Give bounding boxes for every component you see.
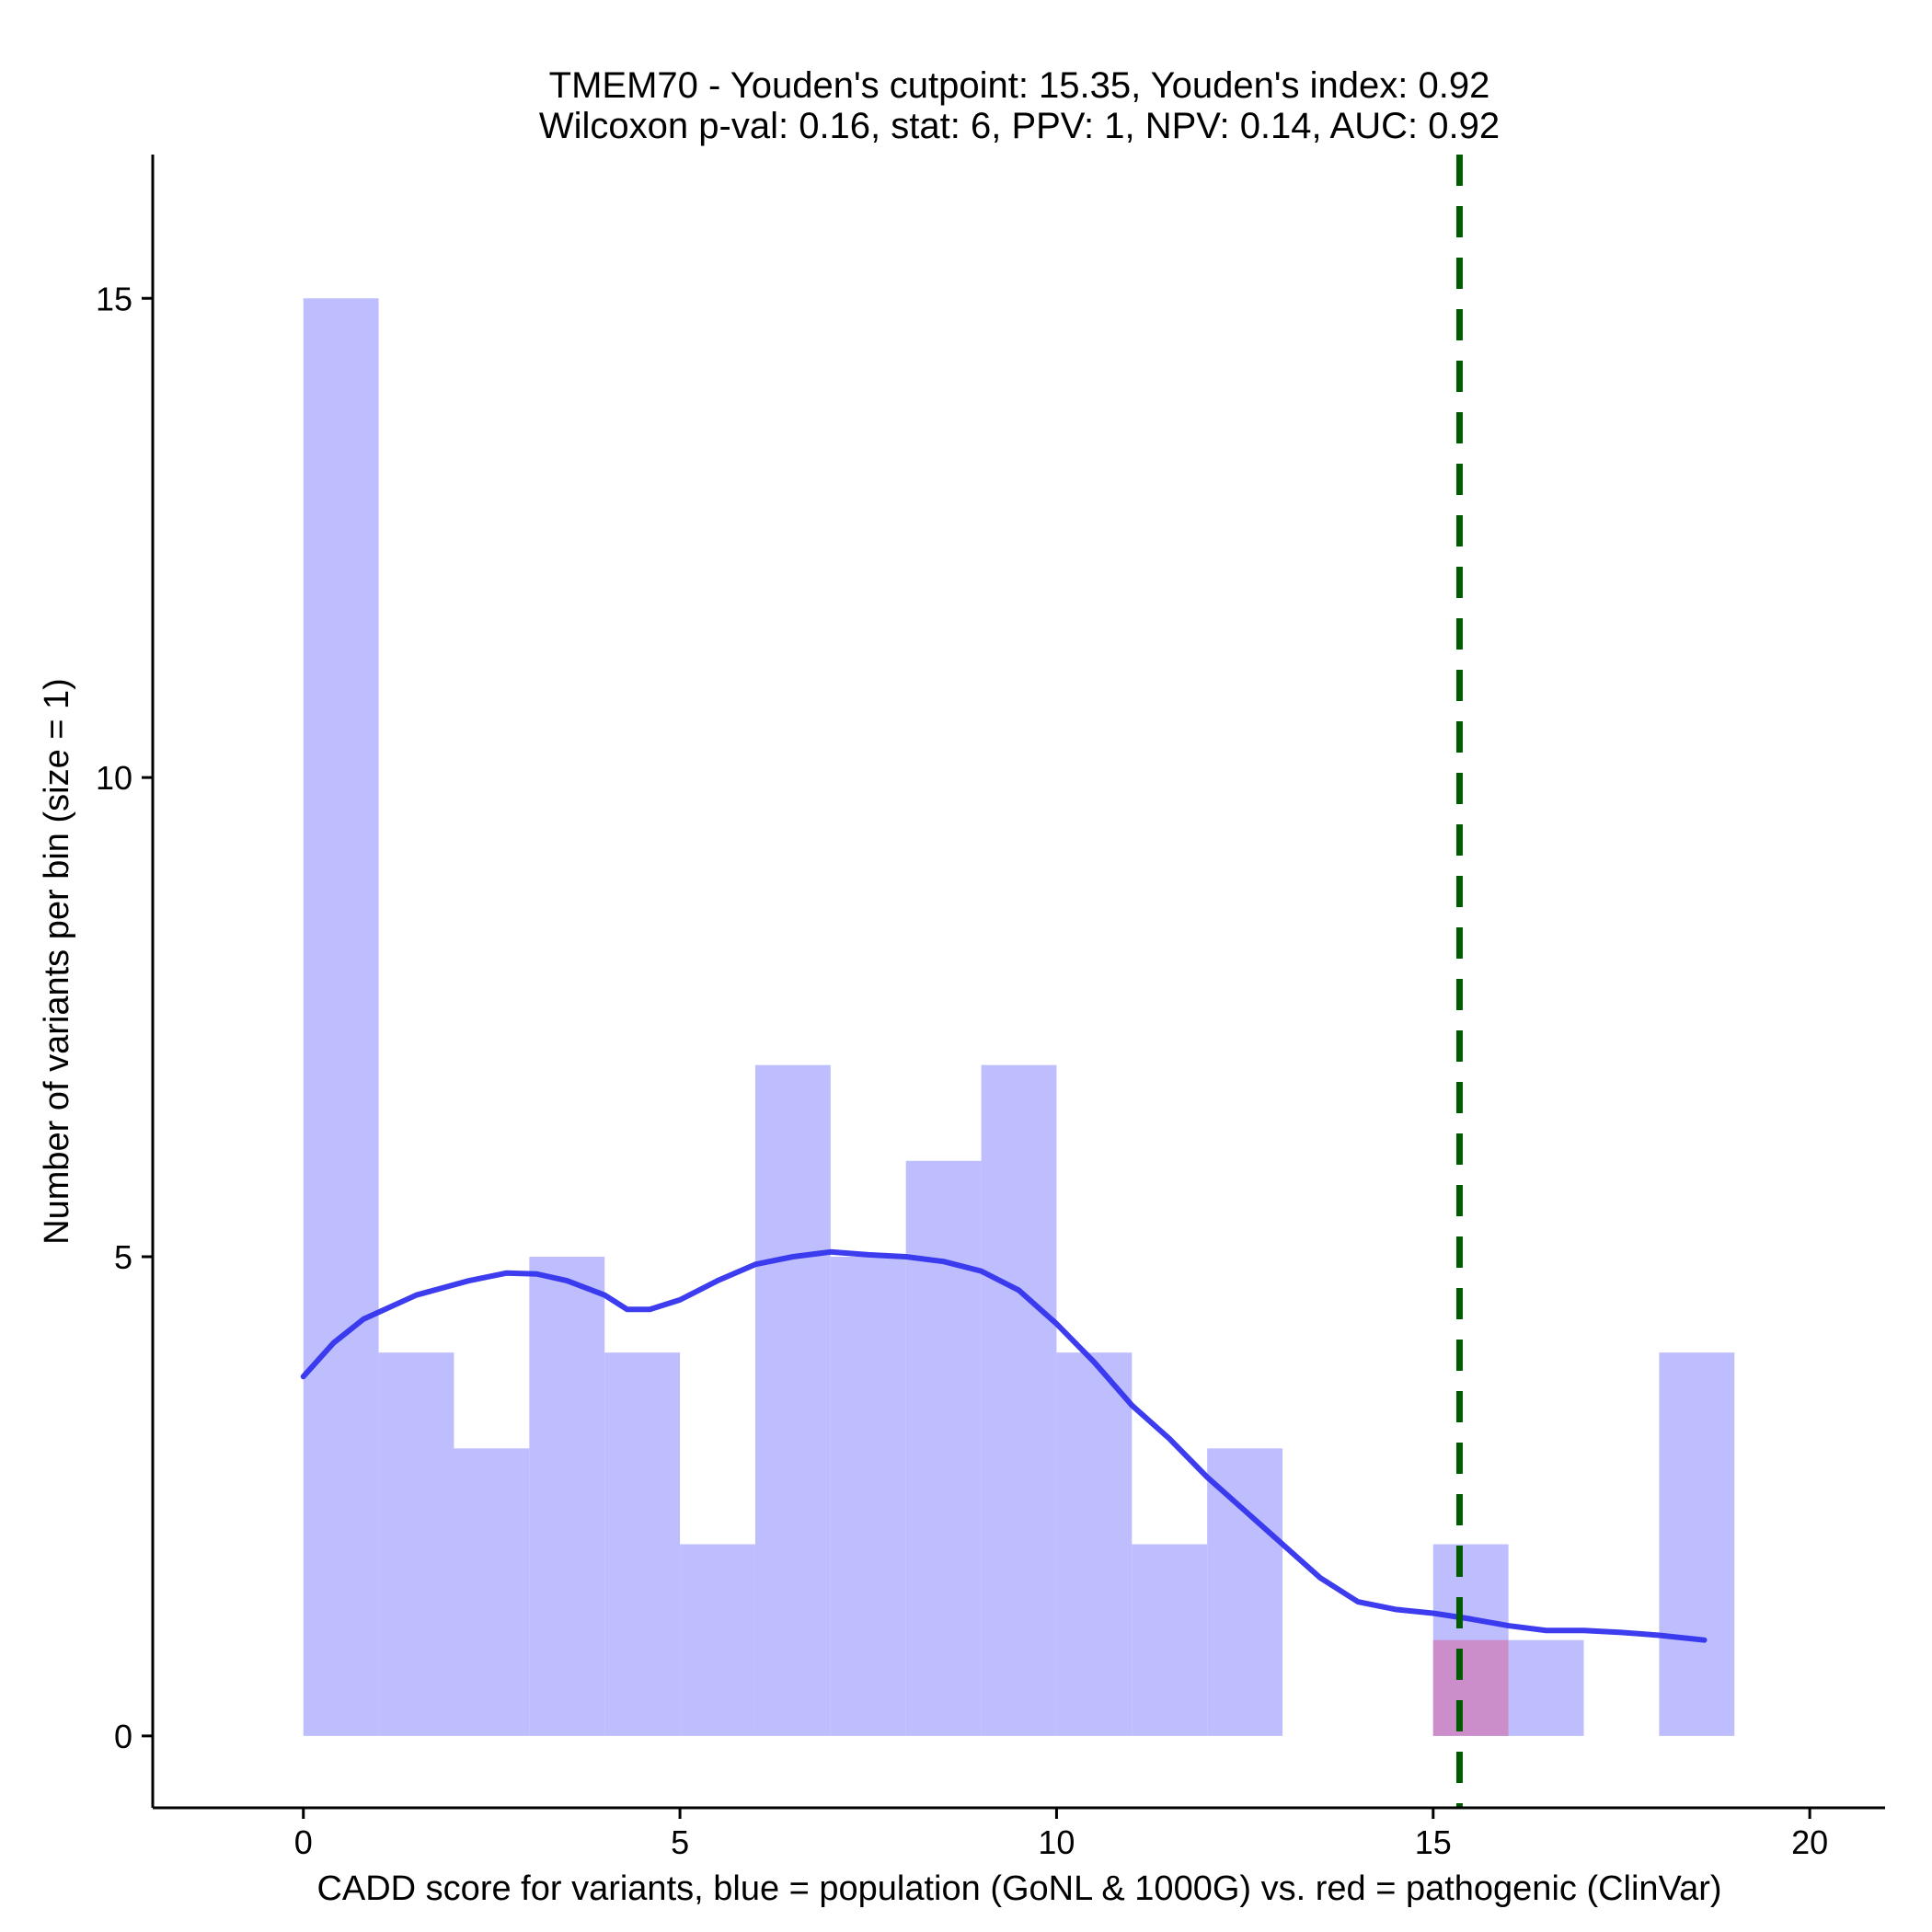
bar-population-4 — [604, 1352, 681, 1736]
x-tick-label-15: 15 — [1415, 1823, 1452, 1861]
y-tick-label-0: 0 — [114, 1718, 132, 1755]
chart-title-line1: TMEM70 - Youden's cutpoint: 15.35, Youde… — [549, 65, 1490, 106]
x-ticks-layer: 0 5 10 15 20 — [294, 1808, 1828, 1861]
x-tick-label-20: 20 — [1791, 1823, 1828, 1861]
bar-population-3 — [529, 1257, 605, 1736]
y-axis-label: Number of variants per bin (size = 1) — [38, 678, 76, 1245]
bar-population-10 — [1056, 1352, 1133, 1736]
y-ticks-layer: 0 5 10 15 — [96, 280, 153, 1755]
y-tick-label-5: 5 — [114, 1238, 132, 1276]
y-tick-label-10: 10 — [96, 759, 132, 797]
y-tick-label-15: 15 — [96, 280, 132, 317]
bar-population-9 — [981, 1064, 1057, 1736]
bar-pathogenic-15 — [1432, 1639, 1509, 1736]
bar-population-6 — [754, 1064, 831, 1736]
bar-population-12 — [1207, 1448, 1283, 1736]
bars-layer — [303, 298, 1735, 1736]
bar-population-18 — [1659, 1352, 1735, 1736]
chart-title-line2: Wilcoxon p-val: 0.16, stat: 6, PPV: 1, N… — [539, 106, 1500, 146]
bar-population-7 — [830, 1257, 906, 1736]
bar-population-2 — [454, 1448, 530, 1736]
bar-population-11 — [1132, 1544, 1208, 1736]
x-axis-label: CADD score for variants, blue = populati… — [316, 1869, 1721, 1908]
bar-population-8 — [905, 1160, 982, 1736]
bar-population-1 — [378, 1352, 454, 1736]
x-tick-label-5: 5 — [671, 1823, 689, 1861]
bar-population-16 — [1508, 1639, 1584, 1736]
x-tick-label-0: 0 — [294, 1823, 313, 1861]
bar-population-0 — [303, 298, 379, 1736]
x-tick-label-10: 10 — [1038, 1823, 1075, 1861]
bar-population-5 — [680, 1544, 755, 1736]
